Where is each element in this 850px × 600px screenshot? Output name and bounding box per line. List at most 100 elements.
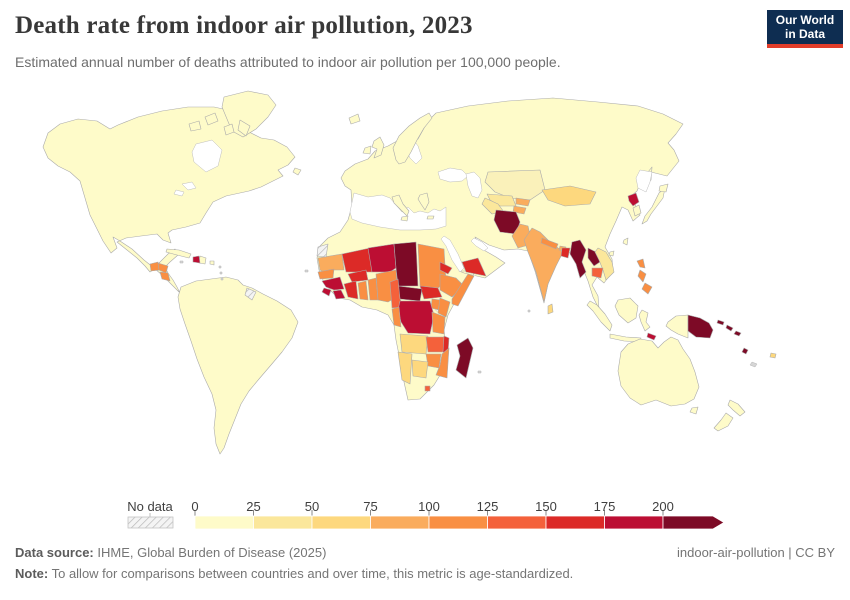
country-eritrea[interactable]: [439, 261, 453, 275]
country-solomon-islands[interactable]: [725, 324, 734, 332]
legend-bin-200-plus-arrow[interactable]: [662, 515, 725, 530]
small-island-speck: [527, 309, 531, 313]
country-botswana[interactable]: [411, 359, 429, 379]
country-central-african-republic[interactable]: [397, 285, 423, 302]
country-zimbabwe[interactable]: [425, 353, 442, 369]
country-namibia[interactable]: [397, 351, 413, 385]
sea-persian-gulf: [470, 237, 489, 252]
country-liberia[interactable]: [332, 289, 346, 300]
choropleth-countries: [149, 169, 777, 392]
country-cambodia[interactable]: [591, 267, 604, 279]
great-lake: [173, 189, 185, 197]
note-value: To allow for comparisons between countri…: [48, 566, 574, 581]
country-philippines[interactable]: [641, 282, 653, 295]
island-new-zealand-south[interactable]: [713, 412, 734, 432]
island-borneo[interactable]: [614, 297, 639, 324]
country-south-korea[interactable]: [632, 204, 642, 217]
sea-caspian: [465, 171, 483, 199]
country-guinea[interactable]: [321, 276, 345, 291]
country-cote-divoire[interactable]: [343, 280, 359, 300]
small-island-speck: [218, 265, 222, 269]
island-cuba[interactable]: [165, 248, 192, 259]
country-tanzania[interactable]: [431, 311, 446, 335]
legend-tick-label: 175: [594, 499, 616, 514]
country-bangladesh[interactable]: [560, 247, 571, 259]
country-zambia[interactable]: [425, 336, 446, 353]
legend-bin-125-150[interactable]: [487, 515, 547, 530]
island-taiwan[interactable]: [622, 237, 629, 246]
legend-bin-50-75[interactable]: [311, 515, 371, 530]
country-italy[interactable]: [391, 194, 410, 217]
island-sicily: [400, 215, 409, 222]
country-sri-lanka[interactable]: [547, 303, 554, 315]
no-data-regions: [244, 243, 329, 301]
legend-bin-100-125[interactable]: [428, 515, 488, 530]
no-data-swatch[interactable]: [127, 516, 174, 529]
country-south-sudan[interactable]: [419, 285, 443, 300]
landmass-south-america[interactable]: [177, 276, 299, 455]
country-mozambique[interactable]: [435, 347, 450, 379]
legend-tick-label: 150: [535, 499, 557, 514]
country-angola[interactable]: [399, 333, 429, 355]
country-north-korea[interactable]: [627, 192, 640, 207]
country-haiti[interactable]: [192, 255, 201, 264]
island-west-new-guinea[interactable]: [665, 314, 689, 339]
country-niger[interactable]: [367, 243, 397, 273]
country-ghana[interactable]: [357, 280, 369, 301]
country-uzbekistan[interactable]: [486, 193, 517, 207]
island-japan-hokkaido[interactable]: [658, 183, 669, 193]
country-kyrgyzstan[interactable]: [515, 197, 531, 207]
country-nepal[interactable]: [540, 237, 559, 250]
country-yemen[interactable]: [461, 257, 487, 277]
landmass-north-america[interactable]: [42, 106, 296, 294]
note-label: Note:: [15, 566, 49, 581]
country-solomon-islands[interactable]: [733, 330, 742, 337]
country-greece[interactable]: [417, 192, 430, 211]
legend-bin-75-100[interactable]: [370, 515, 430, 530]
island-sumatra[interactable]: [586, 300, 613, 332]
country-chad[interactable]: [393, 241, 419, 287]
country-senegal[interactable]: [317, 268, 335, 280]
country-western-sahara-no-data[interactable]: [316, 243, 329, 258]
island-japan-honshu[interactable]: [641, 187, 666, 225]
island-uk[interactable]: [371, 136, 385, 159]
footer-note-row: Note: To allow for comparisons between c…: [15, 566, 835, 581]
island-iceland[interactable]: [348, 113, 361, 125]
country-nicaragua[interactable]: [159, 271, 171, 282]
legend-tick-label: 0: [191, 499, 198, 514]
country-fiji[interactable]: [769, 352, 777, 359]
region-french-guiana-no-data[interactable]: [244, 287, 257, 301]
landmass-australia[interactable]: [617, 336, 700, 407]
country-timor-leste[interactable]: [646, 332, 657, 341]
country-philippines[interactable]: [636, 258, 646, 269]
island-sulawesi[interactable]: [638, 309, 651, 332]
country-papua-new-guinea[interactable]: [687, 314, 714, 339]
landmass-greenland[interactable]: [221, 90, 277, 138]
country-mongolia[interactable]: [541, 185, 597, 207]
country-lesotho[interactable]: [424, 385, 431, 392]
legend-bin-0-25[interactable]: [194, 515, 254, 530]
country-somalia[interactable]: [451, 273, 475, 307]
island-ireland[interactable]: [362, 145, 372, 155]
country-madagascar[interactable]: [455, 337, 474, 379]
owid-logo[interactable]: Our World in Data: [767, 10, 843, 48]
license-text[interactable]: indoor-air-pollution | CC BY: [677, 545, 835, 560]
landmass-scandinavia[interactable]: [392, 112, 433, 165]
country-kenya[interactable]: [437, 297, 451, 318]
country-vietnam[interactable]: [594, 247, 615, 281]
country-solomon-islands[interactable]: [716, 319, 725, 326]
legend-tick-label: 25: [246, 499, 260, 514]
country-philippines[interactable]: [637, 269, 647, 283]
legend-bin-25-50[interactable]: [253, 515, 313, 530]
country-myanmar[interactable]: [569, 239, 587, 279]
island-new-zealand-north[interactable]: [727, 399, 746, 417]
country-laos[interactable]: [587, 247, 601, 267]
island-puerto-rico[interactable]: [209, 260, 215, 266]
legend-bin-150-175[interactable]: [545, 515, 605, 530]
country-vanuatu[interactable]: [741, 347, 749, 355]
legend-bin-175-200[interactable]: [604, 515, 664, 530]
data-source-text: Data source: IHME, Global Burden of Dise…: [15, 545, 326, 560]
page-title: Death rate from indoor air pollution, 20…: [15, 12, 473, 39]
country-congo[interactable]: [391, 306, 402, 328]
country-sierra-leone[interactable]: [321, 287, 332, 297]
